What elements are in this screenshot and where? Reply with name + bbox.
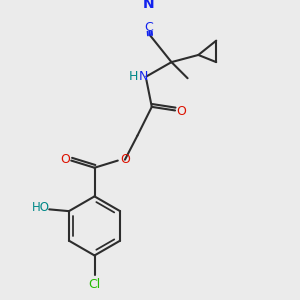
Text: O: O <box>60 153 70 166</box>
Text: O: O <box>120 153 130 166</box>
Text: Cl: Cl <box>88 278 101 291</box>
Text: C: C <box>144 21 153 34</box>
Text: N: N <box>142 0 154 11</box>
Text: N: N <box>139 70 148 83</box>
Text: HO: HO <box>32 201 50 214</box>
Text: O: O <box>176 105 186 118</box>
Text: H: H <box>129 70 139 83</box>
